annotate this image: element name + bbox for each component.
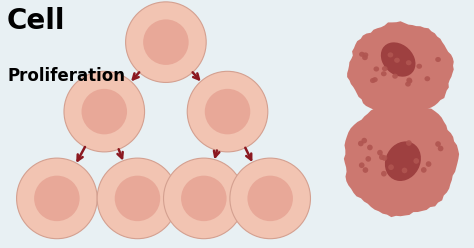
Ellipse shape [413,158,419,164]
Ellipse shape [115,176,160,221]
Ellipse shape [365,156,371,162]
Ellipse shape [406,140,412,146]
Ellipse shape [64,71,145,152]
Ellipse shape [143,19,189,65]
Ellipse shape [435,57,441,62]
Ellipse shape [230,158,310,239]
Ellipse shape [381,171,387,177]
Ellipse shape [363,52,368,58]
Ellipse shape [377,150,383,155]
Ellipse shape [374,66,379,71]
Ellipse shape [421,167,427,173]
Ellipse shape [392,74,398,79]
Text: Cell: Cell [7,7,65,35]
Ellipse shape [425,76,430,81]
Ellipse shape [407,79,412,84]
Ellipse shape [426,161,431,167]
Ellipse shape [247,176,293,221]
Ellipse shape [370,78,376,83]
Ellipse shape [361,138,367,143]
Ellipse shape [164,158,244,239]
Ellipse shape [181,176,227,221]
Ellipse shape [34,176,80,221]
Ellipse shape [126,2,206,82]
Ellipse shape [187,71,268,152]
Polygon shape [347,21,454,117]
Ellipse shape [381,71,387,76]
Ellipse shape [394,58,400,63]
Ellipse shape [385,141,421,181]
Ellipse shape [367,145,373,150]
Polygon shape [384,91,417,133]
Ellipse shape [359,162,365,168]
Ellipse shape [363,167,368,173]
Ellipse shape [17,158,97,239]
Ellipse shape [82,89,127,134]
Ellipse shape [438,146,444,151]
Ellipse shape [381,42,416,77]
Ellipse shape [359,52,365,57]
Polygon shape [344,101,459,217]
Ellipse shape [205,89,250,134]
Ellipse shape [358,141,364,146]
Ellipse shape [406,78,412,83]
Ellipse shape [379,154,385,160]
Ellipse shape [401,168,407,173]
Ellipse shape [372,77,378,82]
Ellipse shape [406,60,411,65]
Ellipse shape [388,52,393,58]
Ellipse shape [405,82,411,87]
Ellipse shape [435,141,441,147]
Ellipse shape [97,158,178,239]
Ellipse shape [388,164,394,170]
Ellipse shape [362,55,368,60]
Ellipse shape [416,64,422,69]
Text: Proliferation: Proliferation [7,67,125,85]
Ellipse shape [382,66,388,71]
Ellipse shape [382,155,387,161]
